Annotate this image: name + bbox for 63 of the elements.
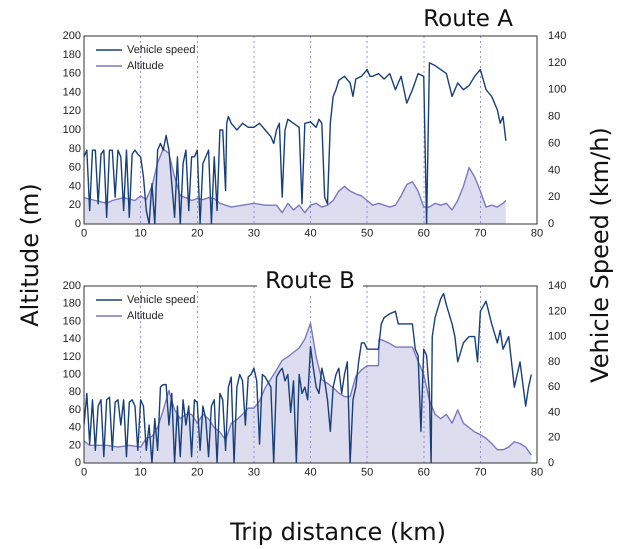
y-tick-label: 160 [62,68,81,80]
x-tick-label: 30 [248,466,260,479]
y-tick-label: 120 [62,105,81,118]
y-tick-label: 40 [68,422,81,434]
y-tick-label: 60 [68,404,81,416]
y2-tick-label: 20 [548,432,560,444]
y-tick-label: 100 [62,124,81,136]
y2-tick-label: 40 [548,164,560,176]
y2-tick-label: 60 [548,137,560,150]
y-tick-label: 0 [74,457,81,470]
y2-tick-label: 20 [548,191,560,204]
y-tick-label: 200 [62,30,81,42]
y-tick-label: 200 [62,280,81,292]
x-tick-label: 10 [134,228,147,240]
x-tick-label: 30 [248,228,260,240]
y-tick-label: 80 [68,386,81,398]
y2-tick-label: 0 [548,457,554,470]
y-tick-label: 140 [62,333,81,346]
chart-title: Route B [257,268,363,294]
x-axis-title: Trip distance (km) [230,518,446,546]
y2-tick-label: 120 [548,56,566,69]
x-tick-label: 60 [418,466,430,479]
legend-label: Vehicle speed [127,44,196,56]
y2-tick-label: 40 [548,406,560,418]
x-tick-label: 20 [191,466,204,479]
y2-tick-label: 140 [548,30,566,42]
y2-axis-title: Vehicle Speed (km/h) [586,127,614,383]
y-tick-label: 40 [68,180,81,192]
y-tick-label: 180 [62,298,81,310]
x-tick-label: 40 [304,228,317,240]
x-tick-label: 50 [361,228,374,240]
x-tick-label: 40 [304,466,317,479]
y-tick-label: 20 [68,199,81,212]
y-tick-label: 20 [68,439,81,452]
chart-title: Route A [415,6,521,32]
legend-label: Altitude [127,60,164,72]
y-tick-label: 120 [62,350,81,363]
x-tick-label: 20 [191,228,204,240]
x-tick-label: 10 [134,466,147,479]
x-tick-label: 50 [361,466,374,479]
x-tick-label: 60 [418,228,430,240]
legend-label: Altitude [127,310,164,322]
y-tick-label: 60 [68,162,81,174]
y2-tick-label: 80 [548,356,560,368]
x-tick-label: 70 [474,466,486,479]
y2-tick-label: 60 [548,381,560,394]
y2-tick-label: 120 [548,305,566,318]
y2-tick-label: 0 [548,218,554,230]
y2-tick-label: 100 [548,84,566,96]
x-tick-label: 80 [530,466,544,479]
x-tick-label: 70 [474,228,486,240]
y-axis-title: Altitude (m) [16,183,44,327]
y2-tick-label: 80 [548,110,560,123]
y-tick-label: 160 [62,315,81,328]
legend-label: Vehicle speed [127,294,196,306]
y-tick-label: 80 [68,142,81,155]
y-tick-label: 180 [62,48,81,61]
x-tick-label: 80 [530,228,544,240]
y-tick-label: 100 [62,368,81,381]
y-tick-label: 140 [62,86,81,98]
y2-tick-label: 140 [548,280,566,292]
y-tick-label: 0 [74,218,81,230]
y2-tick-label: 100 [548,330,566,343]
